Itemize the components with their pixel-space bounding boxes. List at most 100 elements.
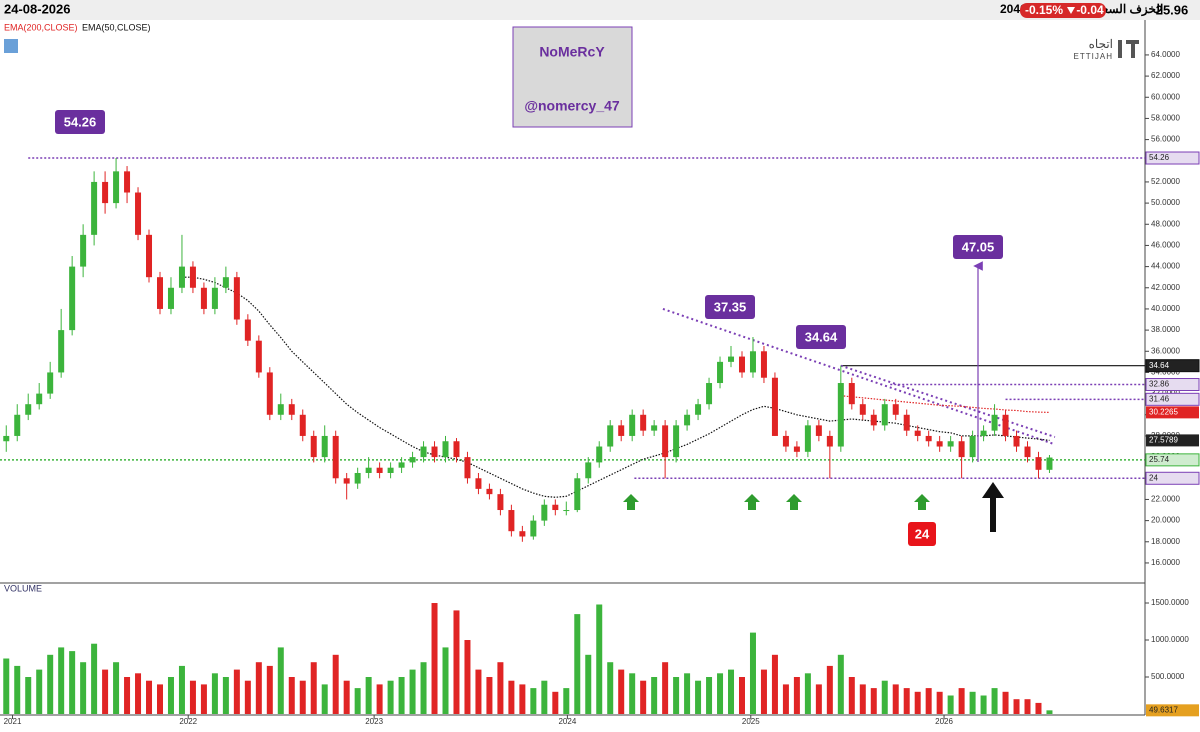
- candle-body: [453, 441, 460, 458]
- volume-bar: [969, 691, 976, 714]
- candle-body: [782, 435, 789, 447]
- volume-bar: [717, 673, 724, 714]
- candle-body: [936, 441, 943, 447]
- y-tick-label: 1000.0000: [1151, 635, 1189, 644]
- volume-bar: [299, 680, 306, 714]
- candle-body: [991, 414, 998, 431]
- candle-body: [69, 266, 76, 331]
- volume-bar: [387, 680, 394, 714]
- header-bar: [0, 0, 1200, 20]
- icon[interactable]: [4, 39, 18, 53]
- candle-body: [189, 266, 196, 288]
- candle-body: [738, 356, 745, 373]
- volume-bar: [793, 677, 800, 714]
- volume-bar: [3, 658, 10, 714]
- volume-bar: [947, 695, 954, 714]
- volume-bar: [936, 691, 943, 714]
- volume-bar: [706, 677, 713, 714]
- annotation: 24: [915, 526, 930, 541]
- volume-bar: [914, 691, 921, 714]
- level-label: 32.86: [1149, 380, 1170, 389]
- candle-body: [651, 425, 658, 431]
- candle-body: [980, 430, 987, 436]
- volume-bar: [925, 688, 932, 714]
- candle-body: [881, 404, 888, 426]
- last-price: 25.96: [1156, 2, 1189, 17]
- x-tick-label: 2022: [179, 717, 197, 726]
- candle-body: [804, 425, 811, 452]
- candle-body: [969, 435, 976, 458]
- y-tick-label: 18.0000: [1151, 537, 1180, 546]
- volume-bar: [870, 688, 877, 714]
- volume-bar: [453, 610, 460, 714]
- trendline: [840, 364, 1056, 438]
- volume-bar: [113, 662, 120, 714]
- candle-body: [135, 192, 142, 235]
- candle-body: [1046, 457, 1053, 470]
- volume-bar: [541, 680, 548, 714]
- volume-bar: [332, 654, 339, 714]
- candle-body: [629, 414, 636, 436]
- volume-bar: [14, 665, 21, 714]
- y-tick-label: 16.0000: [1151, 558, 1180, 567]
- volume-bar: [409, 669, 416, 714]
- volume-bar: [585, 654, 592, 714]
- annotation: 34.64: [805, 329, 838, 344]
- legend-ema50: EMA(50,CLOSE): [82, 22, 151, 32]
- volume-bar: [640, 680, 647, 714]
- volume-bar: [530, 688, 537, 714]
- volume-bar: [629, 673, 636, 714]
- candle-body: [837, 383, 844, 447]
- volume-bar: [102, 669, 109, 714]
- volume-bar: [519, 684, 526, 714]
- volume-bar: [288, 677, 295, 714]
- ema-value-label: 27.5789: [1149, 436, 1178, 445]
- candle-body: [793, 446, 800, 452]
- y-tick-label: 46.0000: [1151, 241, 1180, 250]
- volume-bar: [354, 688, 361, 714]
- candle-body: [222, 277, 229, 288]
- candle-body: [14, 414, 21, 436]
- candle-body: [1024, 446, 1031, 458]
- volume-bar: [497, 662, 504, 714]
- volume-bar: [475, 669, 482, 714]
- volume-bar: [167, 677, 174, 714]
- x-tick-label: 2021: [4, 717, 22, 726]
- annotation-box: [705, 295, 755, 319]
- y-tick-label: 60.0000: [1151, 92, 1180, 101]
- candle-body: [519, 531, 526, 537]
- logo-mark: [1131, 44, 1135, 58]
- volume-bar: [25, 677, 32, 714]
- volume-bar: [135, 673, 142, 714]
- volume-bar: [574, 614, 581, 714]
- volume-bar: [651, 677, 658, 714]
- volume-bar: [848, 677, 855, 714]
- candle-body: [47, 372, 54, 394]
- volume-bar: [815, 684, 822, 714]
- y-tick-label: 58.0000: [1151, 114, 1180, 123]
- annotation-box: [55, 110, 105, 134]
- volume-bar: [662, 662, 669, 714]
- volume-tag: [1146, 704, 1199, 717]
- candle-body: [409, 457, 416, 463]
- candle-body: [167, 287, 174, 309]
- candle-body: [486, 488, 493, 495]
- volume-bar: [178, 665, 185, 714]
- candle-body: [541, 504, 548, 521]
- candle-body: [233, 277, 240, 320]
- volume-bar: [321, 684, 328, 714]
- volume-bar: [804, 673, 811, 714]
- volume-bar: [343, 680, 350, 714]
- candle-body: [146, 234, 153, 278]
- volume-bar: [782, 684, 789, 714]
- candle-body: [1013, 435, 1020, 447]
- volume-bar: [222, 677, 229, 714]
- annotation: 54.26: [64, 114, 97, 129]
- volume-bar: [695, 680, 702, 714]
- y-tick-label: 56.0000: [1151, 135, 1180, 144]
- x-tick-label: 2026: [935, 717, 953, 726]
- volume-bar: [156, 684, 163, 714]
- candle-body: [354, 472, 361, 484]
- volume-bar: [244, 680, 251, 714]
- trendline: [662, 307, 1056, 446]
